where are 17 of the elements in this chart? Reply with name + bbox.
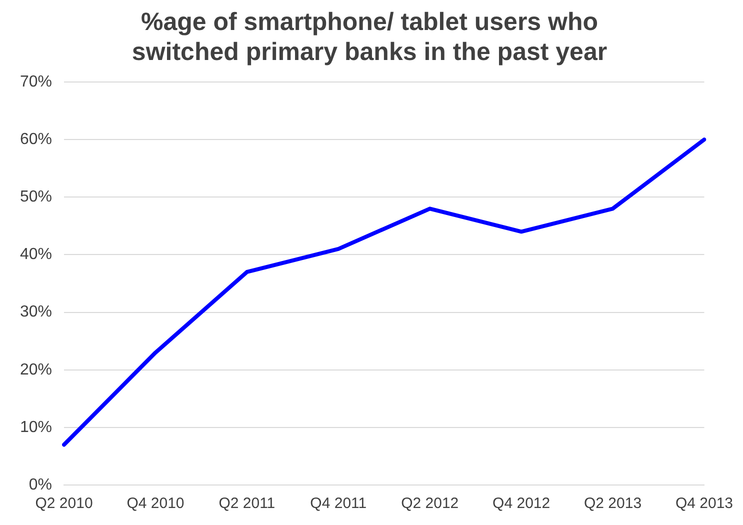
- chart-title: %age of smartphone/ tablet users who switched primary banks in the past year: [132, 8, 608, 66]
- y-tick-label: 30%: [20, 304, 52, 321]
- x-tick-label: Q2 2010: [35, 495, 93, 512]
- y-tick-label: 60%: [20, 130, 52, 148]
- x-tick-label: Q4 2012: [492, 495, 550, 512]
- y-tick-label: 10%: [20, 418, 52, 436]
- x-tick-label: Q2 2012: [401, 495, 459, 512]
- y-tick-label: 20%: [20, 361, 52, 378]
- x-tick-label: Q2 2011: [218, 495, 276, 512]
- x-tick-label: Q4 2013: [675, 495, 733, 512]
- x-tick-label: Q2 2013: [584, 495, 642, 512]
- y-tick-label: 40%: [20, 246, 52, 264]
- y-tick-label: 50%: [20, 188, 52, 206]
- y-tick-label: 70%: [20, 73, 52, 90]
- y-tick-label: 0%: [28, 476, 52, 494]
- x-tick-label: Q4 2011: [310, 495, 367, 512]
- x-tick-label: Q4 2010: [126, 495, 184, 512]
